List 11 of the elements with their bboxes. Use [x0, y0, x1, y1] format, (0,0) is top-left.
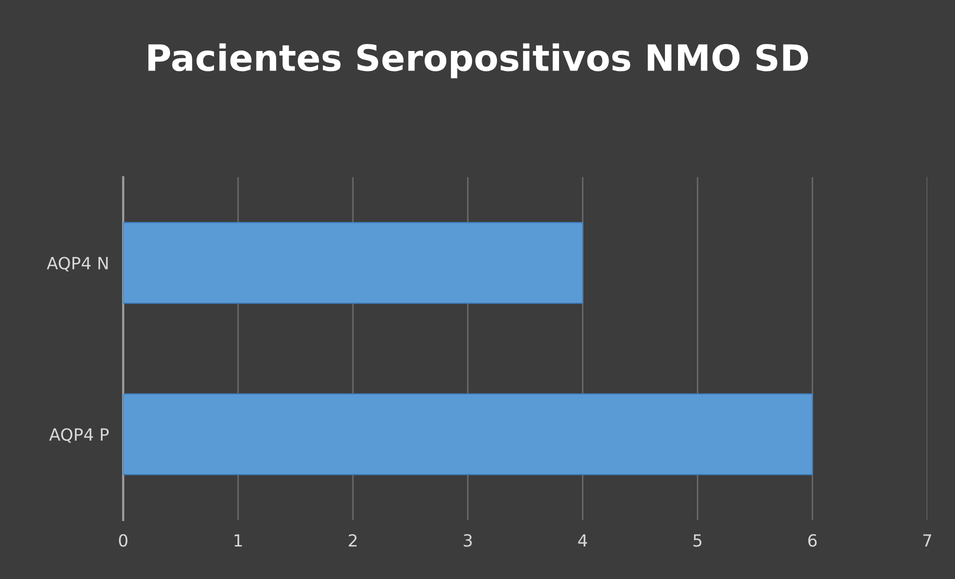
- x-tick-label: 1: [234, 534, 242, 546]
- y-tick-label: AQP4 N: [46, 256, 108, 272]
- x-tick-label: 6: [808, 534, 817, 547]
- x-tick-label: 7: [923, 534, 932, 546]
- x-tick-label: 3: [464, 534, 472, 547]
- x-tick-label: 4: [578, 534, 588, 546]
- y-tick-label: AQP4 P: [49, 428, 109, 443]
- x-tick-label: 0: [118, 534, 128, 547]
- chart-title: Pacientes Seropositivos NMO SD: [148, 43, 808, 78]
- x-tick-label: 2: [348, 534, 357, 546]
- x-tick-label: 5: [694, 534, 702, 547]
